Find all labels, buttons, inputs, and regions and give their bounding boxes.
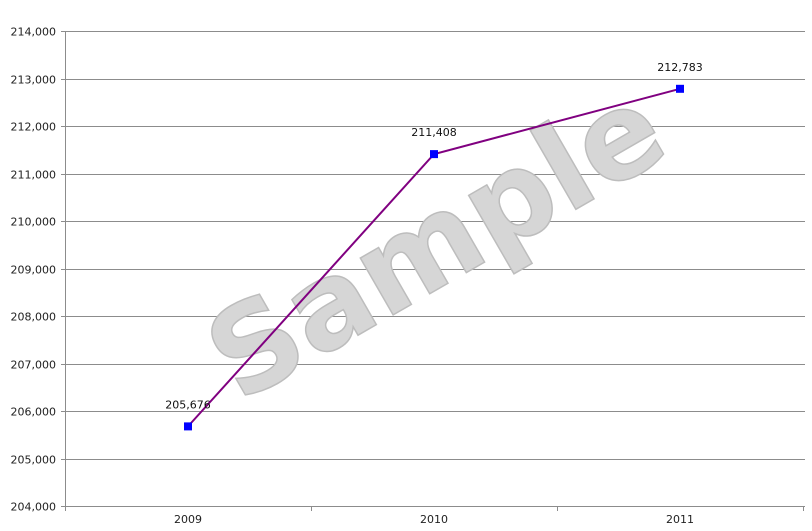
y-tick-label: 208,000	[11, 311, 57, 324]
y-tick-label: 204,000	[11, 501, 57, 514]
y-tick-label: 205,000	[11, 454, 57, 467]
data-point-marker	[676, 84, 684, 93]
y-tick-label: 211,000	[11, 169, 57, 182]
y-tick-label: 212,000	[11, 121, 57, 134]
watermark: Sample	[184, 58, 687, 429]
y-tick-label: 213,000	[11, 74, 57, 87]
y-tick-label: 214,000	[11, 26, 57, 39]
x-tick-label: 2011	[666, 513, 694, 526]
y-tick-label: 207,000	[11, 359, 57, 372]
y-tick-label: 209,000	[11, 264, 57, 277]
y-tick-label: 206,000	[11, 406, 57, 419]
data-label: 212,783	[657, 61, 703, 74]
data-label: 205,676	[165, 398, 211, 411]
data-point-marker	[430, 150, 438, 159]
y-tick-label: 210,000	[11, 216, 57, 229]
x-tick-label: 2009	[174, 513, 202, 526]
x-tick-label: 2010	[420, 513, 448, 526]
data-point-marker	[184, 422, 192, 431]
data-label: 211,408	[411, 126, 457, 139]
